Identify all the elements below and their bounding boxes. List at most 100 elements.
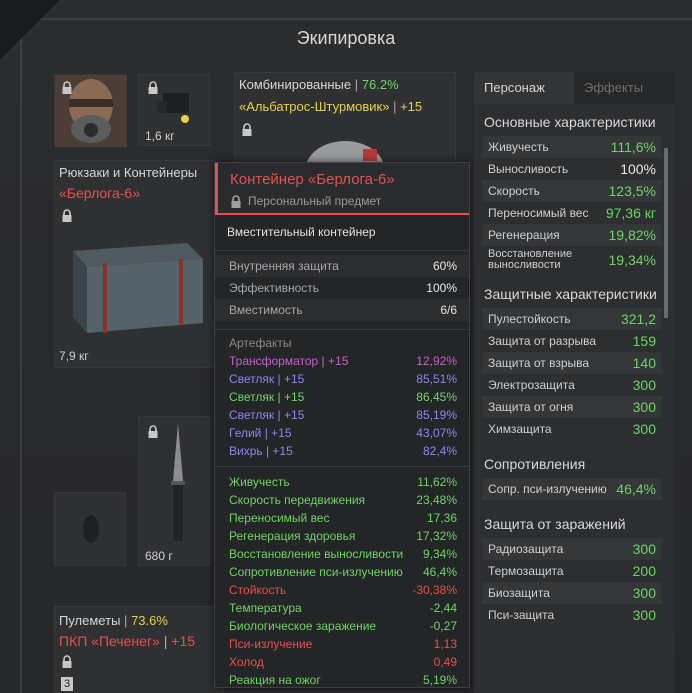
effect-row-label: Реакция на ожог (229, 673, 321, 687)
effect-row-value: 17,32% (416, 529, 457, 543)
backpack-slot[interactable]: Рюкзаки и Контейнеры «Берлога-6» 7,9 кг (54, 160, 216, 368)
stats-panel: Персонаж Эффекты Основные характеристики… (474, 72, 674, 693)
protect-stats-list: Пулестойкость 321,2 Защита от разрыва 159 За… (474, 308, 674, 440)
artifact-row: Трансформатор | +15 12,92% (215, 352, 469, 370)
effect-row-value: 11,62% (417, 475, 457, 489)
protect-stat-row-value: 140 (632, 355, 656, 371)
artifact-row: Светляк | +15 85,51% (215, 370, 469, 388)
mask-slot[interactable] (54, 74, 127, 147)
lock-icon (231, 194, 241, 208)
tab-effects[interactable]: Эффекты (574, 72, 674, 104)
basic-stat-row: Переносимый вес 97,36 кг (482, 202, 662, 224)
basic-stat-row-value: 19,34% (608, 252, 656, 268)
lock-icon (62, 209, 72, 222)
protect-stat-row-label: Защита от взрыва (488, 356, 590, 370)
basic-stat-row-value: 97,36 кг (605, 205, 656, 221)
effect-row-label: Пси-излучение (229, 637, 313, 651)
slot-number-badge: 3 (61, 677, 73, 691)
effect-row-label: Биологическое заражение (229, 619, 377, 633)
basic-stat-row-label: Выносливость (488, 162, 569, 176)
tooltip-subtitle: Персональный предмет (230, 194, 469, 208)
artifacts-list: Трансформатор | +15 12,92% Светляк | +15 85… (215, 352, 469, 460)
artifact-row-value: 85,19% (416, 408, 457, 422)
protect-stat-row-value: 300 (632, 421, 656, 437)
protect-stat-row-label: Защита от огня (488, 400, 574, 414)
corner-decoration (0, 0, 60, 60)
artifact-row-value: 12,92% (416, 354, 457, 368)
infect-stat-row: Биозащита 300 (482, 582, 662, 604)
effect-row-label: Восстановление выносливости (229, 547, 404, 561)
effect-row-label: Холод (229, 655, 264, 669)
basic-stat-row-label: Регенерация (488, 228, 560, 242)
infect-stat-row: Радиозащита 300 (482, 538, 662, 560)
effect-row-label: Живучесть (229, 475, 290, 489)
basic-stat-row-value: 123,5% (608, 183, 656, 199)
panel-tabs: Персонаж Эффекты (474, 72, 674, 104)
infect-stat-row-value: 300 (632, 585, 656, 601)
device-slot[interactable]: 1,6 кг (138, 74, 210, 146)
artifacts-section: Артефакты Трансформатор | +15 12,92% Светл… (215, 329, 469, 460)
artifact-row: Светляк | +15 86,45% (215, 388, 469, 406)
grenade-slot[interactable] (54, 492, 126, 566)
artifact-row: Гелий | +15 43,07% (215, 424, 469, 442)
effect-row-value: 5,19% (422, 673, 457, 687)
prop-row: Эффективность 100% (229, 281, 457, 295)
artifact-row: Светляк | +15 85,19% (215, 406, 469, 424)
effect-row-value: -2,44 (429, 601, 457, 615)
artifact-row-label: Гелий | +15 (229, 426, 292, 440)
effect-row-value: 17,36 (426, 511, 457, 525)
basic-stat-row-label: Переносимый вес (488, 206, 589, 220)
effect-row: Стойкость -30,38% (215, 581, 469, 599)
infect-stats-list: Радиозащита 300 Термозащита 200 Биозащита 300… (474, 538, 674, 626)
lock-icon (148, 425, 158, 438)
container-icon (73, 243, 203, 333)
effect-row: Температура -2,44 (215, 599, 469, 617)
basic-stats-list: Живучесть 111,6% Выносливость 100% Скорость 1… (474, 136, 674, 274)
resist-stats-list: Сопр. пси-излучению 46,4% (474, 478, 674, 500)
effect-row-value: 1,13 (433, 637, 457, 651)
prop-row: Вместимость 6/6 (215, 299, 469, 321)
night-vision-icon (157, 93, 189, 123)
lock-icon (62, 655, 72, 668)
backpack-weight: 7,9 кг (59, 349, 89, 363)
effect-row: Пси-излучение 1,13 (215, 635, 469, 653)
machine-gun-slot[interactable]: Пулеметы | 73.6% ПКП «Печенег» | +15 3 (54, 606, 224, 693)
window-frame (20, 18, 692, 693)
knife-slot[interactable]: 680 г (138, 416, 210, 566)
effect-row: Холод 0,49 (215, 653, 469, 671)
artifact-row-label: Светляк | +15 (229, 408, 305, 422)
effect-row-value: 9,34% (422, 547, 457, 561)
device-weight: 1,6 кг (145, 129, 175, 143)
basic-stat-row-value: 111,6% (610, 139, 656, 155)
protect-stat-row: Защита от огня 300 (482, 396, 662, 418)
effect-row-value: 0,49 (433, 655, 457, 669)
protect-stat-row: Защита от взрыва 140 (482, 352, 662, 374)
effect-row: Сопротивление пси-излучению 46,4% (215, 563, 469, 581)
section-title-infect: Защита от заражений (484, 516, 626, 532)
tab-character[interactable]: Персонаж (474, 72, 574, 104)
basic-stat-row-label: Восстановление выносливости (488, 248, 573, 271)
resist-stat-row-value: 46,4% (616, 481, 656, 497)
effect-row-label: Стойкость (229, 583, 287, 597)
protect-stat-row: Пулестойкость 321,2 (482, 308, 662, 330)
tooltip-header: Контейнер «Берлога-6» Персональный предм… (215, 163, 469, 215)
artifact-row-label: Трансформатор | +15 (229, 354, 349, 368)
infect-stat-row-value: 200 (632, 563, 656, 579)
infect-stat-row-label: Биозащита (488, 586, 550, 600)
artifact-row: Вихрь | +15 82,4% (215, 442, 469, 460)
section-title-basic: Основные характеристики (484, 114, 656, 130)
protect-stat-row-value: 300 (632, 399, 656, 415)
lock-icon (62, 81, 72, 94)
effect-row-label: Скорость передвижения (229, 493, 366, 507)
protect-stat-row: Защита от разрыва 159 (482, 330, 662, 352)
effect-row: Восстановление выносливости 9,34% (215, 545, 469, 563)
armor-slot[interactable]: Комбинированные | 76.2% «Альбатрос-Штурм… (234, 72, 456, 171)
basic-stat-row: Живучесть 111,6% (482, 136, 662, 158)
item-tooltip: Контейнер «Берлога-6» Персональный предм… (214, 162, 470, 688)
basic-stat-row: Скорость 123,5% (482, 180, 662, 202)
scrollbar[interactable] (664, 148, 668, 318)
gun-type-label: Пулеметы | 73.6% (59, 613, 168, 628)
artifact-row-value: 86,45% (416, 390, 457, 404)
artifact-row-value: 82,4% (422, 444, 457, 458)
